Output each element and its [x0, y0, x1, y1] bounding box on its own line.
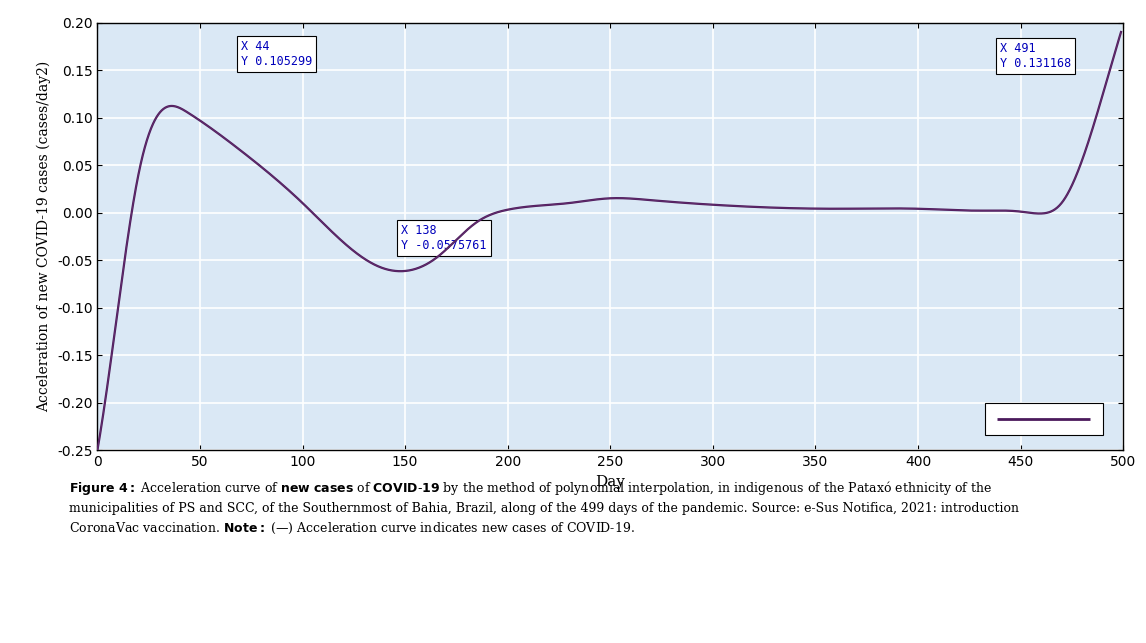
Y-axis label: Acceleration of new COVID-19 cases (cases/day2): Acceleration of new COVID-19 cases (case… — [37, 60, 52, 412]
FancyBboxPatch shape — [984, 403, 1102, 435]
Text: X 491
Y 0.131168: X 491 Y 0.131168 — [1000, 42, 1072, 70]
Text: $\bf{Figure\ 4:}$ Acceleration curve of $\bf{new\ cases}$ of $\bf{COVID\text{-}1: $\bf{Figure\ 4:}$ Acceleration curve of … — [69, 479, 1019, 536]
Text: X 138
Y -0.0575761: X 138 Y -0.0575761 — [401, 224, 487, 251]
X-axis label: Day: Day — [595, 475, 626, 489]
Text: X 44
Y 0.105299: X 44 Y 0.105299 — [241, 41, 312, 68]
